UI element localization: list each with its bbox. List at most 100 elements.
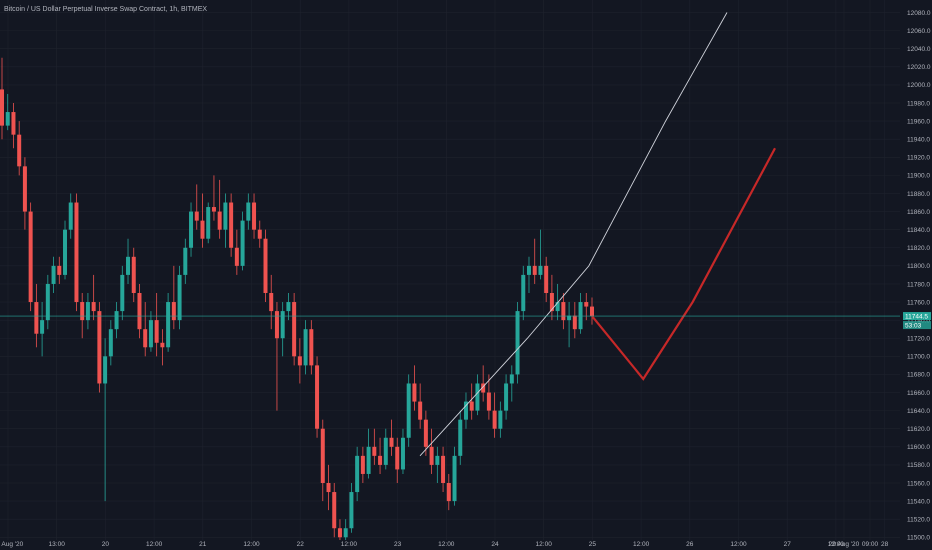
candle-body xyxy=(292,302,297,357)
candle-body xyxy=(555,302,560,312)
candle-body xyxy=(326,483,331,493)
candle-body xyxy=(68,202,73,230)
candle-body xyxy=(63,229,68,275)
candle xyxy=(229,193,234,257)
candle xyxy=(120,265,125,321)
candle-body xyxy=(590,306,594,317)
candle-body xyxy=(126,256,131,275)
candle xyxy=(332,483,337,538)
time-axis[interactable]: 07 Aug '20 13:00 20 12:00 21 12:00 22 12:00 23 12… xyxy=(0,541,889,548)
candle-body xyxy=(177,274,182,321)
candle-body xyxy=(509,374,514,384)
candle-body xyxy=(240,220,245,266)
candle-body xyxy=(11,112,16,135)
candle xyxy=(463,392,468,429)
candle-body xyxy=(246,202,251,221)
candle xyxy=(194,184,199,230)
candle xyxy=(458,410,463,465)
price-tick-label: 11620.0 xyxy=(907,426,930,433)
candle xyxy=(303,320,308,375)
candle-body xyxy=(389,437,394,447)
candle xyxy=(441,446,446,493)
candle-body xyxy=(223,202,228,230)
candle-body xyxy=(538,265,543,275)
time-tick-label: 24 xyxy=(491,541,499,548)
candle xyxy=(584,293,589,321)
candle-body xyxy=(332,492,337,529)
candle xyxy=(160,329,165,366)
candle xyxy=(355,446,360,502)
candle xyxy=(572,302,577,339)
candle xyxy=(223,193,228,248)
candle-body xyxy=(148,320,153,348)
svg-text:53:03: 53:03 xyxy=(905,322,922,329)
candle-body xyxy=(252,202,257,230)
time-tick-label: 12:00 xyxy=(633,541,650,548)
candle xyxy=(34,283,39,348)
time-tick-label: 22 xyxy=(297,541,305,548)
candle-body xyxy=(372,446,377,456)
candle xyxy=(435,446,440,483)
candle-body xyxy=(549,293,554,312)
projection-curves xyxy=(419,12,776,457)
candle-body xyxy=(532,265,537,275)
candle xyxy=(17,121,22,176)
candle-body xyxy=(504,383,509,411)
candle xyxy=(532,238,537,284)
time-tick-label: 21 xyxy=(199,541,207,548)
candle xyxy=(590,297,594,325)
candle-body xyxy=(166,302,171,348)
projection-curve-red xyxy=(591,147,776,381)
price-axis-background xyxy=(900,0,932,550)
candle-body xyxy=(286,302,291,312)
candle-body xyxy=(51,265,56,284)
svg-text:11744.5: 11744.5 xyxy=(905,313,928,320)
candle-body xyxy=(45,283,50,321)
candle xyxy=(22,157,27,230)
candle-body xyxy=(486,392,491,411)
candle-body xyxy=(458,419,463,456)
price-tick-label: 12000.0 xyxy=(907,82,931,89)
candle-body xyxy=(189,211,194,248)
candle-body xyxy=(34,302,39,334)
candle-body xyxy=(584,302,589,307)
price-tick-label: 11920.0 xyxy=(907,155,930,162)
candle-body xyxy=(211,207,216,212)
candle xyxy=(326,464,331,511)
chart-title: Bitcoin / US Dollar Perpetual Inverse Sw… xyxy=(4,6,207,13)
price-tick-label: 12040.0 xyxy=(907,46,931,53)
candle-body xyxy=(17,134,22,167)
candle xyxy=(292,293,297,366)
time-tick-label: 12:00 xyxy=(341,541,358,548)
candle xyxy=(423,410,428,456)
candle xyxy=(263,229,268,303)
candle-body xyxy=(360,455,365,474)
candle-body xyxy=(441,455,446,483)
time-tick-label: 26 xyxy=(686,541,694,548)
candle xyxy=(269,274,274,330)
candle-body xyxy=(217,211,222,230)
candle-body xyxy=(475,383,480,411)
candle xyxy=(171,265,176,330)
time-tick-label: 12:00 xyxy=(146,541,163,548)
price-tick-label: 12020.0 xyxy=(907,64,931,71)
candle-body xyxy=(120,274,125,312)
candle-body xyxy=(515,311,520,375)
candle-body xyxy=(429,446,434,465)
price-axis[interactable]: 11500.0 11520.0 11540.0 11560.0 11580.0 11600… xyxy=(907,10,931,542)
time-tick-label: 28 xyxy=(881,541,889,548)
price-tick-label: 11580.0 xyxy=(907,462,930,469)
candle-body xyxy=(412,383,417,402)
time-tick-label: 07 Aug '20 xyxy=(0,541,24,548)
candle xyxy=(578,293,583,334)
time-tick-label: 25 xyxy=(589,541,597,548)
candle xyxy=(526,256,531,293)
candle-body xyxy=(160,342,165,348)
candle-body xyxy=(234,247,239,266)
candle-body xyxy=(423,419,428,447)
candle xyxy=(504,374,509,420)
candle xyxy=(412,365,417,411)
price-tick-label: 11700.0 xyxy=(907,354,930,361)
